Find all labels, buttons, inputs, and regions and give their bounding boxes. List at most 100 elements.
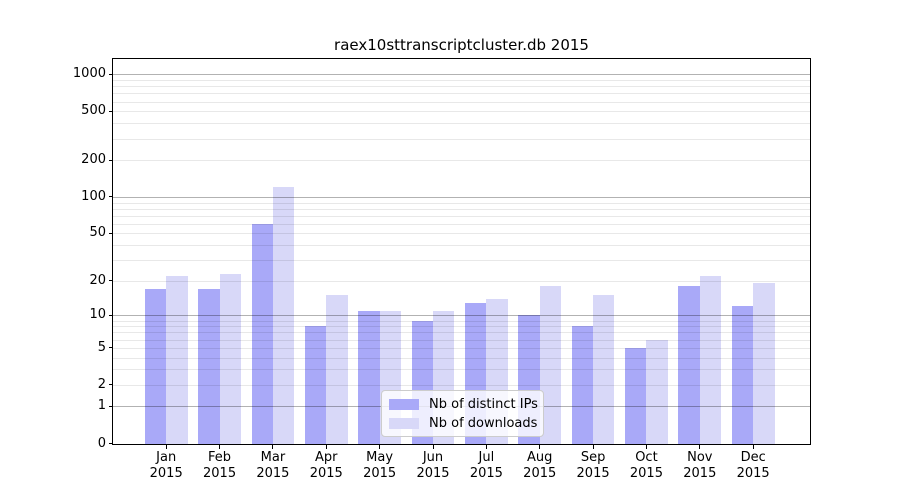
x-tick-label: Aug 2015 <box>508 450 572 482</box>
legend-item-downloads: Nb of downloads <box>389 415 538 431</box>
y-tick-label: 50 <box>89 225 106 241</box>
y-tick-label: 1000 <box>72 66 106 82</box>
chart-title: raex10sttranscriptcluster.db 2015 <box>334 36 589 54</box>
y-tick-label: 5 <box>97 339 106 355</box>
x-tick-label: Mar 2015 <box>241 450 305 482</box>
bar <box>358 310 380 444</box>
x-tick-mark <box>699 445 701 449</box>
bar <box>326 295 348 444</box>
bar <box>699 276 722 444</box>
x-tick-label: Jun 2015 <box>401 450 465 482</box>
x-tick-label: Sep 2015 <box>561 450 625 482</box>
x-tick-year: 2015 <box>576 466 610 481</box>
bar <box>219 273 241 444</box>
x-tick-label: Jul 2015 <box>454 450 518 482</box>
gridline-minor <box>113 111 810 113</box>
gridline-minor <box>113 208 810 210</box>
gridline-minor <box>113 326 810 328</box>
gridline-minor <box>113 215 810 217</box>
y-tick-label: 10 <box>89 307 106 323</box>
bar <box>198 289 220 444</box>
gridline-major <box>113 74 810 76</box>
y-tick-label: 200 <box>81 152 106 168</box>
bar <box>144 289 167 444</box>
legend-label-downloads: Nb of downloads <box>429 415 538 431</box>
y-tick-mark <box>109 280 113 282</box>
gridline-minor <box>113 369 810 371</box>
gridline-minor <box>113 332 810 334</box>
bar <box>593 295 615 444</box>
y-tick-label: 20 <box>89 272 106 288</box>
gridline-minor <box>113 86 810 88</box>
bar <box>571 326 594 444</box>
y-tick-mark <box>109 347 113 349</box>
x-tick-mark <box>272 445 274 449</box>
x-tick-mark <box>165 445 167 449</box>
x-tick-mark <box>645 445 647 449</box>
gridline-minor <box>113 93 810 95</box>
x-tick-mark <box>379 445 381 449</box>
gridline-minor <box>113 384 810 386</box>
legend-label-distinct-ips: Nb of distinct IPs <box>429 396 538 412</box>
x-tick-mark <box>539 445 541 449</box>
y-tick-label: 2 <box>97 376 106 392</box>
y-tick-label: 500 <box>81 103 106 119</box>
x-tick-label: Feb 2015 <box>188 450 252 482</box>
legend-item-distinct-ips: Nb of distinct IPs <box>389 396 538 412</box>
y-tick-mark <box>109 232 113 234</box>
bar <box>625 347 647 444</box>
x-tick-year: 2015 <box>363 466 397 481</box>
x-tick-label: Jan 2015 <box>134 450 198 482</box>
x-tick-year: 2015 <box>149 466 183 481</box>
gridline-minor <box>113 357 810 359</box>
y-tick-label: 1 <box>97 398 106 414</box>
bar <box>539 286 562 444</box>
gridline-minor <box>113 138 810 140</box>
x-tick-mark <box>485 445 487 449</box>
legend: Nb of distinct IPs Nb of downloads <box>381 390 544 437</box>
x-tick-year: 2015 <box>523 466 557 481</box>
y-tick-label: 0 <box>97 435 106 451</box>
gridline-minor <box>113 260 810 262</box>
bar <box>304 326 327 444</box>
x-tick-year: 2015 <box>629 466 663 481</box>
bar <box>166 276 188 444</box>
gridline-minor <box>113 101 810 103</box>
x-tick-mark <box>432 445 434 449</box>
gridline-minor <box>113 280 810 282</box>
x-tick-mark <box>219 445 221 449</box>
x-tick-label: Apr 2015 <box>294 450 358 482</box>
gridline-minor <box>113 202 810 204</box>
bar <box>678 286 700 444</box>
y-tick-mark <box>109 196 113 198</box>
bar <box>753 283 775 444</box>
gridline-minor <box>113 245 810 247</box>
x-tick-mark <box>592 445 594 449</box>
y-tick-mark <box>109 314 113 316</box>
x-tick-year: 2015 <box>203 466 237 481</box>
y-tick-mark <box>109 443 113 444</box>
x-tick-mark <box>752 445 754 449</box>
gridline-minor <box>113 347 810 349</box>
x-tick-year: 2015 <box>736 466 770 481</box>
gridline-minor <box>113 320 810 322</box>
gridline-minor <box>113 123 810 125</box>
bar <box>272 187 295 444</box>
legend-swatch-downloads <box>389 417 419 429</box>
gridline-minor <box>113 339 810 341</box>
x-tick-label: May 2015 <box>348 450 412 482</box>
gridline-minor <box>113 80 810 82</box>
y-tick-mark <box>109 384 113 386</box>
x-tick-year: 2015 <box>309 466 343 481</box>
y-tick-mark <box>109 159 113 161</box>
gridline-minor <box>113 223 810 225</box>
x-tick-label: Oct 2015 <box>614 450 678 482</box>
x-tick-label: Nov 2015 <box>668 450 732 482</box>
x-tick-year: 2015 <box>256 466 290 481</box>
bar <box>646 339 668 444</box>
y-tick-mark <box>109 110 113 112</box>
legend-swatch-distinct-ips <box>389 398 419 410</box>
bar <box>731 306 754 444</box>
x-tick-year: 2015 <box>469 466 503 481</box>
